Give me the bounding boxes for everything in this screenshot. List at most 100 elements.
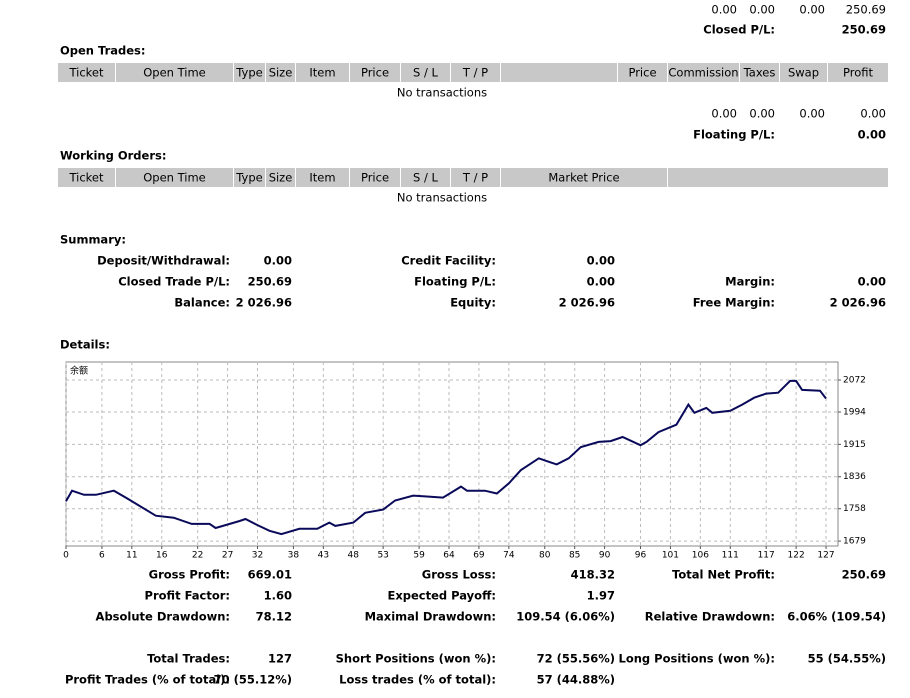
field-label: Floating P/L: [414, 275, 496, 289]
header-cell [668, 168, 888, 187]
field-value: 109.54 (6.06%) [516, 610, 615, 624]
balance-line [65, 379, 827, 536]
column-header: Ticket [68, 171, 104, 185]
empty-note: No transactions [397, 191, 487, 205]
x-tick-label: 85 [569, 551, 580, 561]
field-value: 127 [268, 652, 292, 666]
chart-caption: 余额 [70, 365, 88, 377]
header-cell [451, 63, 500, 82]
field-value: 6.06% (109.54) [787, 610, 886, 624]
column-header: Profit [843, 66, 873, 80]
column-header: S / L [413, 66, 438, 80]
header-cell [740, 63, 779, 82]
total-label: Closed P/L: [703, 23, 775, 37]
total-value: 0.00 [799, 3, 825, 17]
field-label: Profit Factor: [145, 589, 230, 603]
x-tick-label: 101 [662, 551, 679, 561]
x-tick-label: 117 [758, 551, 775, 561]
total-value: 0.00 [711, 107, 737, 121]
total-value: 0.00 [749, 107, 775, 121]
field-label: Total Net Profit: [672, 568, 775, 582]
header-cell [116, 168, 233, 187]
x-tick-label: 69 [473, 551, 485, 561]
column-header: Swap [788, 66, 819, 80]
column-header: Type [235, 66, 262, 80]
x-tick-label: 96 [635, 551, 647, 561]
header-cell [234, 63, 265, 82]
field-label: Gross Loss: [422, 568, 496, 582]
section-title: Summary: [60, 233, 126, 247]
total-label: Floating P/L: [693, 128, 775, 142]
field-value: 70 (55.12%) [214, 673, 292, 687]
section-title: Working Orders: [60, 149, 166, 163]
column-header: Type [235, 171, 262, 185]
x-tick-label: 6 [99, 551, 105, 561]
field-label: Margin: [725, 275, 775, 289]
field-label: Profit Trades (% of total): [65, 673, 230, 687]
column-header: Market Price [548, 171, 619, 185]
column-header: Taxes [743, 66, 776, 80]
section-title: Details: [60, 338, 110, 352]
field-value: 57 (44.88%) [537, 673, 615, 687]
y-tick-label: 1679 [843, 537, 866, 547]
x-tick-label: 48 [348, 551, 360, 561]
header-cell [266, 63, 295, 82]
field-value: 1.60 [264, 589, 292, 603]
field-label: Short Positions (won %): [336, 652, 496, 666]
column-header: Price [628, 66, 656, 80]
field-label: Relative Drawdown: [645, 610, 775, 624]
field-label: Gross Profit: [149, 568, 230, 582]
column-header: Open Time [143, 66, 206, 80]
y-tick-label: 1758 [843, 504, 866, 514]
x-tick-label: 127 [817, 551, 834, 561]
x-tick-label: 53 [377, 551, 388, 561]
column-header: Price [361, 171, 389, 185]
field-label: Balance: [174, 296, 230, 310]
field-label: Deposit/Withdrawal: [97, 254, 230, 268]
x-tick-label: 43 [318, 551, 329, 561]
field-label: Free Margin: [693, 296, 775, 310]
field-value: 250.69 [248, 275, 292, 289]
header-cell [116, 63, 233, 82]
header-cell [501, 168, 667, 187]
column-header: Commission [668, 66, 738, 80]
column-header: Open Time [143, 171, 206, 185]
field-value: 669.01 [248, 568, 292, 582]
field-label: Loss trades (% of total): [339, 673, 496, 687]
header-cell [501, 63, 617, 82]
field-label: Maximal Drawdown: [365, 610, 496, 624]
total-value: 250.69 [842, 23, 886, 37]
section-title: Open Trades: [60, 44, 146, 58]
header-cell [668, 63, 739, 82]
header-cell [350, 168, 400, 187]
total-value: 250.69 [846, 3, 886, 17]
total-value: 0.00 [711, 3, 737, 17]
column-header: T / P [462, 66, 488, 80]
field-value: 78.12 [256, 610, 292, 624]
x-tick-label: 122 [788, 551, 805, 561]
x-tick-label: 106 [692, 551, 709, 561]
header-cell [58, 63, 115, 82]
column-header: Ticket [68, 66, 104, 80]
x-tick-label: 32 [252, 551, 263, 561]
header-cell [828, 63, 888, 82]
field-value: 2 026.96 [559, 296, 615, 310]
x-tick-label: 22 [192, 551, 203, 561]
y-tick-label: 1994 [843, 407, 866, 417]
x-tick-label: 0 [63, 551, 69, 561]
field-label: Credit Facility: [401, 254, 496, 268]
header-cell [780, 63, 827, 82]
field-value: 72 (55.56%) [537, 652, 615, 666]
x-tick-label: 27 [222, 551, 233, 561]
column-header: S / L [413, 171, 438, 185]
header-cell [401, 63, 450, 82]
field-value: 0.00 [587, 275, 615, 289]
column-header: Price [361, 66, 389, 80]
field-value: 55 (54.55%) [808, 652, 886, 666]
header-cell [451, 168, 500, 187]
x-tick-label: 90 [599, 551, 611, 561]
field-label: Total Trades: [147, 652, 230, 666]
header-cell [58, 168, 115, 187]
x-tick-label: 64 [443, 551, 455, 561]
header-cell [401, 168, 450, 187]
